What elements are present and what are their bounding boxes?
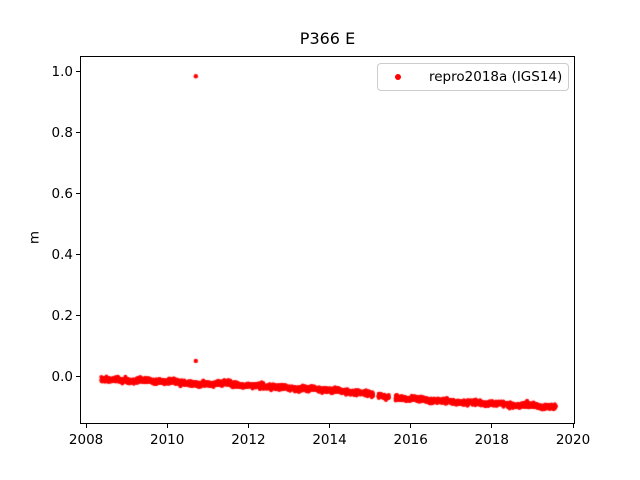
y-tick-label: 0.6 (51, 185, 73, 202)
legend-marker-dot-icon (395, 74, 401, 80)
x-tick-mark (491, 424, 493, 428)
x-tick-label: 2012 (231, 432, 266, 448)
x-tick-mark (572, 424, 574, 428)
x-tick-label: 2016 (393, 432, 428, 448)
y-tick-mark (76, 376, 80, 378)
plot-area (80, 56, 576, 425)
x-tick-label: 2018 (474, 432, 509, 448)
y-tick-label: 1.0 (51, 63, 73, 80)
x-tick-label: 2010 (150, 432, 185, 448)
y-tick-label: 0.0 (51, 368, 73, 385)
x-tick-label: 2008 (68, 432, 104, 448)
scatter-series-canvas (81, 57, 576, 425)
x-tick-mark (166, 424, 168, 428)
y-tick-label: 0.2 (51, 307, 73, 324)
y-tick-mark (76, 71, 80, 73)
x-tick-label: 2020 (555, 432, 591, 448)
y-tick-mark (76, 315, 80, 317)
legend: repro2018a (IGS14) (377, 63, 569, 91)
y-tick-mark (76, 254, 80, 256)
x-tick-mark (329, 424, 330, 428)
y-tick-label: 0.8 (51, 124, 73, 141)
x-tick-mark (85, 424, 87, 428)
x-tick-mark (247, 424, 249, 428)
legend-entry-label: repro2018a (IGS14) (429, 69, 563, 85)
x-tick-mark (410, 424, 412, 428)
chart-title: P366 E (299, 29, 356, 48)
y-tick-label: 0.4 (51, 246, 73, 263)
x-tick-label: 2014 (312, 432, 347, 448)
y-tick-mark (76, 132, 80, 134)
y-tick-mark (76, 193, 80, 195)
